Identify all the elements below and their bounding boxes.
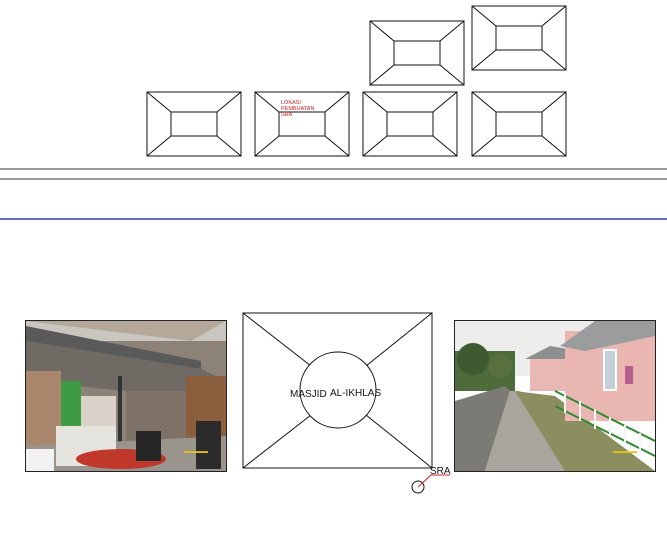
- photo-left-date-stamp: ▬▬▬▬: [184, 449, 208, 455]
- house-roof-1: [146, 91, 242, 157]
- house-roof-top-right: [471, 5, 567, 71]
- photo-right-date-stamp: ▬▬▬▬: [613, 449, 637, 455]
- house-roof-4: [471, 91, 567, 157]
- photo-left: ▬▬▬▬: [25, 320, 227, 472]
- house-roof-2: [254, 91, 350, 157]
- site-label-line3: SRA: [281, 112, 293, 118]
- photo-right: ▬▬▬▬: [454, 320, 656, 472]
- house-roof-3: [362, 91, 458, 157]
- mosque-name-left: MASJID: [290, 389, 327, 400]
- site-label-line1: LOKASI: [281, 100, 301, 106]
- sra-marker: SRA: [411, 466, 451, 494]
- mosque-name-right: AL-IKHLAS: [330, 388, 381, 399]
- mosque-dome: [299, 351, 377, 429]
- house-roof-top-left: [369, 20, 465, 86]
- site-label-line2: PEMBUATAN: [281, 106, 314, 112]
- mosque-plan: [242, 312, 433, 469]
- sra-marker-label: SRA: [430, 466, 451, 477]
